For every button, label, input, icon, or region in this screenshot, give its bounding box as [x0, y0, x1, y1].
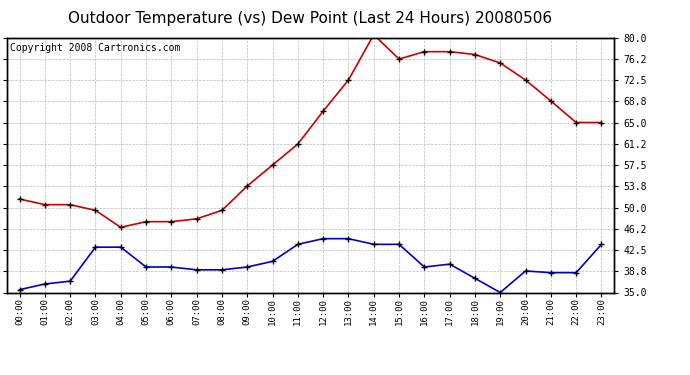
- Text: Outdoor Temperature (vs) Dew Point (Last 24 Hours) 20080506: Outdoor Temperature (vs) Dew Point (Last…: [68, 11, 553, 26]
- Text: Copyright 2008 Cartronics.com: Copyright 2008 Cartronics.com: [10, 43, 180, 52]
